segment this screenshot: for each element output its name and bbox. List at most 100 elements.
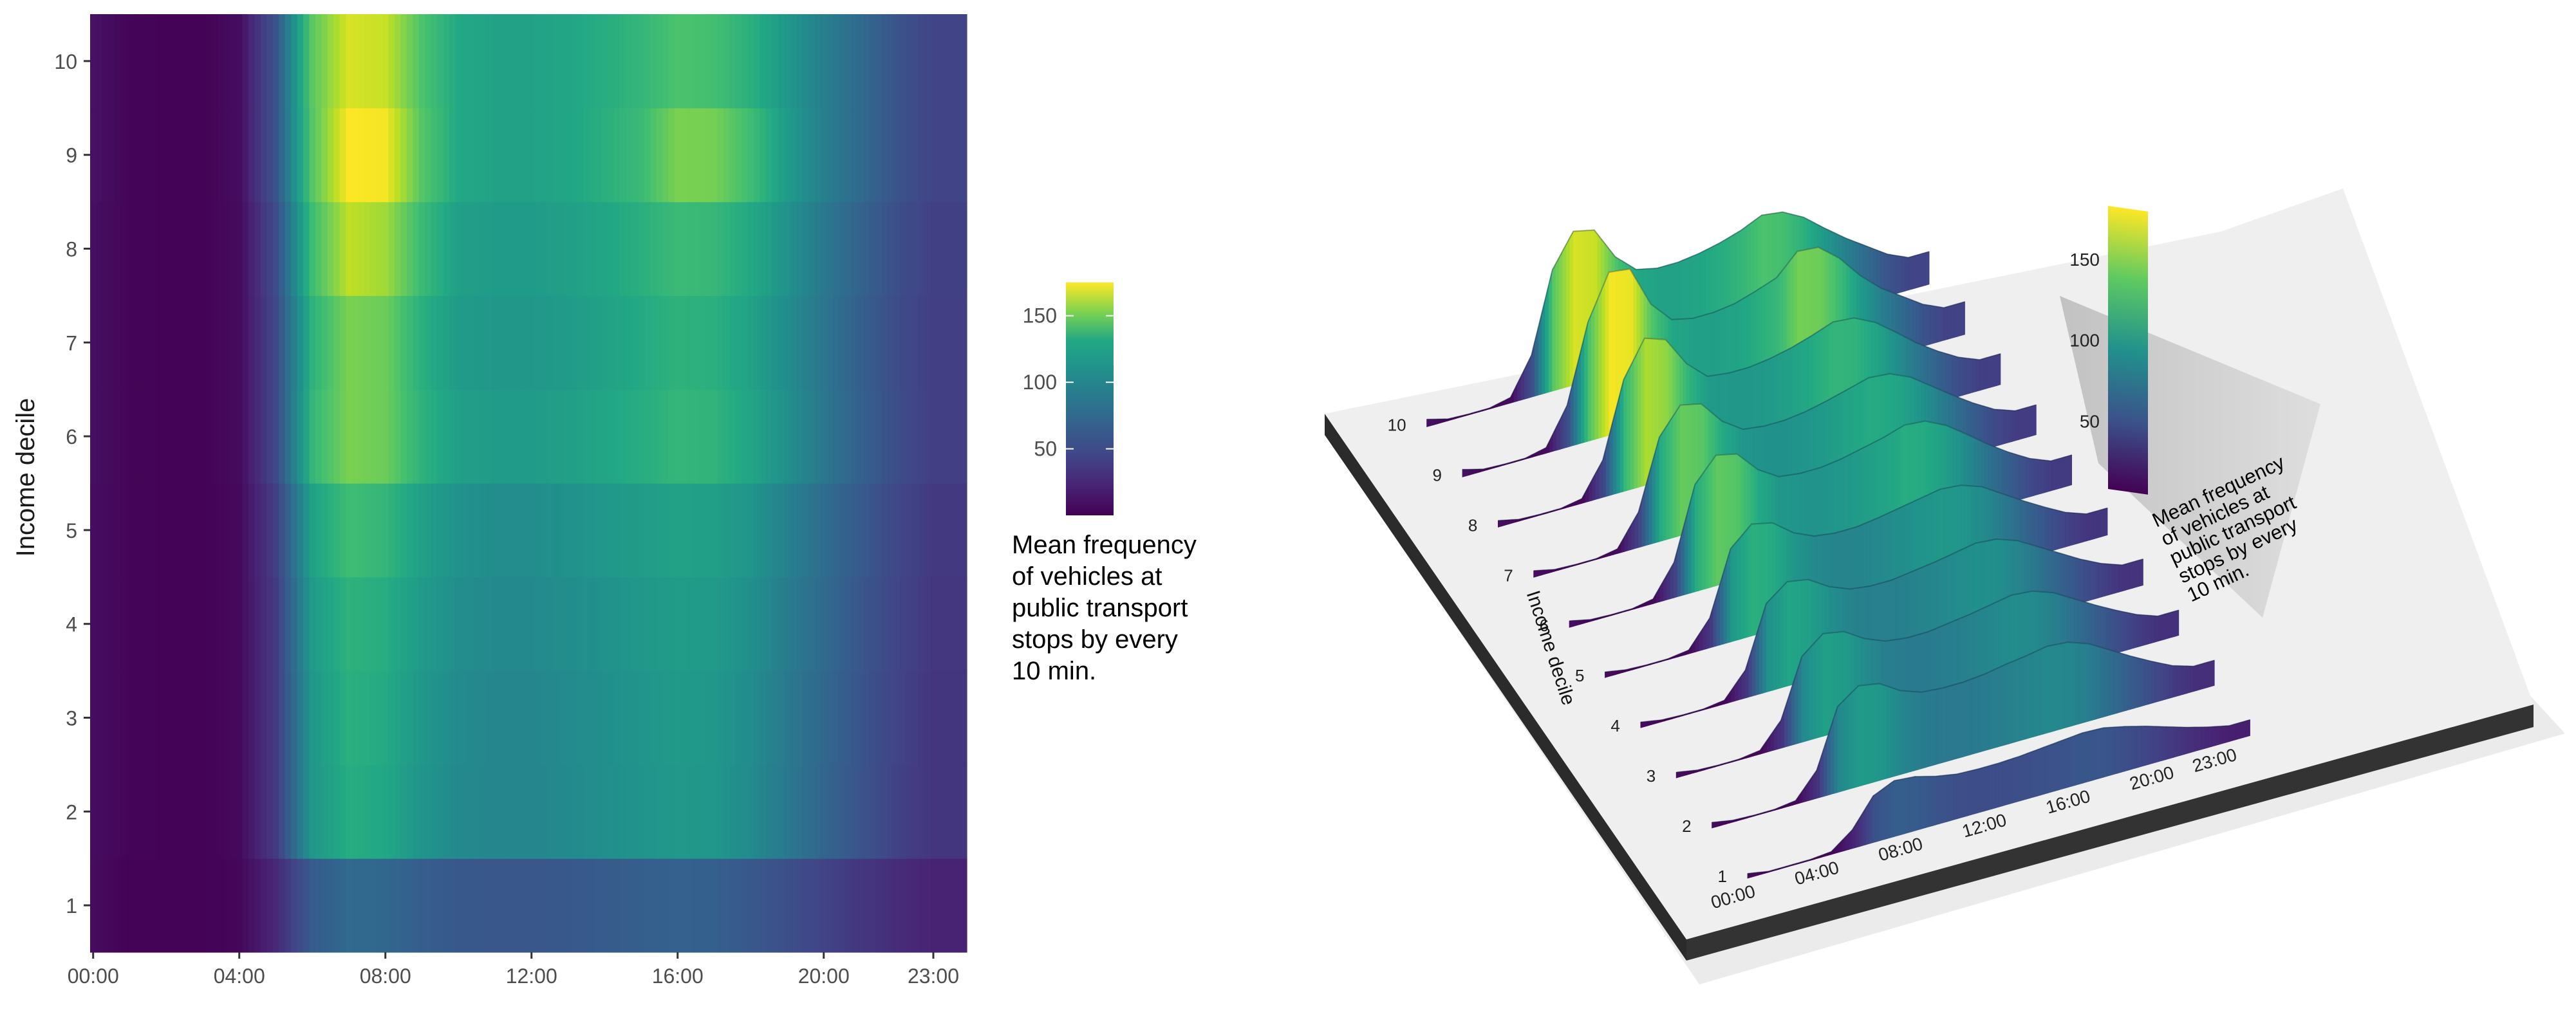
surface-facet xyxy=(1961,357,1966,396)
heatmap-cell xyxy=(187,670,194,765)
surface-facet xyxy=(1433,419,1438,425)
heatmap-cell xyxy=(656,764,663,859)
surface-facet xyxy=(1730,544,1735,643)
surface-facet xyxy=(2079,513,2084,544)
heatmap-cell xyxy=(303,295,310,390)
surface-facet xyxy=(2015,658,2020,742)
heatmap-cell xyxy=(388,107,395,203)
surface-facet xyxy=(2122,564,2126,592)
heatmap-cell xyxy=(498,858,505,953)
surface-facet xyxy=(1907,690,1912,773)
heatmap-cell xyxy=(467,764,474,859)
heatmap-cell xyxy=(571,764,578,859)
heatmap-cell xyxy=(577,14,584,109)
surface-facet xyxy=(1948,685,1954,761)
heatmap-cell xyxy=(631,764,639,859)
heatmap-cell xyxy=(765,295,772,390)
heatmap-cell xyxy=(272,764,279,859)
heatmap-cell xyxy=(814,764,821,859)
heatmap-cell xyxy=(461,295,469,390)
heatmap-cell xyxy=(918,389,925,484)
heatmap-cell xyxy=(942,483,949,578)
heatmap-cell xyxy=(589,858,596,953)
surface-facet xyxy=(1562,244,1567,389)
heatmap-cell xyxy=(327,576,334,672)
heatmap-cell xyxy=(90,858,97,953)
heatmap-cell xyxy=(924,858,931,953)
heatmap-cell xyxy=(114,14,121,109)
heatmap-cell xyxy=(638,764,645,859)
heatmap-cell xyxy=(200,576,207,672)
heatmap-cell xyxy=(845,764,852,859)
heatmap-cell xyxy=(437,576,444,672)
heatmap-cell xyxy=(772,858,779,953)
heatmap-cell xyxy=(705,295,712,390)
colorbar-title-line: stops by every xyxy=(1012,625,1178,654)
heatmap-cell xyxy=(546,483,554,578)
heatmap-cell xyxy=(431,576,438,672)
heatmap-cell xyxy=(601,764,608,859)
heatmap-cell xyxy=(425,107,432,203)
heatmap-cell xyxy=(583,858,590,953)
heatmap-cell xyxy=(339,14,346,109)
heatmap-cell xyxy=(114,201,121,296)
heatmap-cell xyxy=(218,295,225,390)
surface-facet xyxy=(2228,724,2233,742)
surface-facet xyxy=(1901,256,1905,293)
heatmap-cell xyxy=(644,14,651,109)
heatmap-cell xyxy=(321,576,328,672)
surface-facet xyxy=(1957,302,1962,337)
heatmap-cell xyxy=(626,670,633,765)
surface-facet xyxy=(2057,643,2062,731)
heatmap-cell xyxy=(936,107,943,203)
heatmap-cell xyxy=(680,201,687,296)
heatmap-cell xyxy=(595,389,602,484)
heatmap-cell xyxy=(346,295,353,390)
surface-facet xyxy=(1946,774,1950,822)
heatmap-cell xyxy=(583,201,590,296)
heatmap-cell xyxy=(370,858,377,953)
heatmap-cell xyxy=(571,107,578,203)
heatmap-cell xyxy=(242,764,249,859)
heatmap-cell xyxy=(717,107,724,203)
heatmap-cell xyxy=(522,858,529,953)
heatmap-cell xyxy=(680,389,687,484)
heatmap-cell xyxy=(181,201,188,296)
heatmap-cell xyxy=(394,295,401,390)
surface-facet xyxy=(2032,404,2037,436)
heatmap-cell xyxy=(705,670,712,765)
heatmap-cell xyxy=(686,107,693,203)
heatmap-cell xyxy=(559,576,566,672)
heatmap-cell xyxy=(388,576,395,672)
heatmap-cell xyxy=(522,764,529,859)
heatmap-cell xyxy=(394,14,401,109)
heatmap-cell xyxy=(528,576,536,672)
surface-facet xyxy=(2169,665,2173,699)
surface-facet xyxy=(1851,688,1856,789)
heatmap-cell xyxy=(333,764,341,859)
surface-facet xyxy=(2155,726,2160,763)
surface-facet xyxy=(2074,642,2079,726)
heatmap-cell xyxy=(534,764,541,859)
heatmap-cell xyxy=(742,670,749,765)
heatmap-cell xyxy=(218,764,225,859)
heatmap-cell xyxy=(145,295,152,390)
heatmap-cell xyxy=(461,14,469,109)
heatmap-cell xyxy=(333,670,341,765)
heatmap-cell xyxy=(315,764,322,859)
surface-facet xyxy=(2033,749,2038,798)
heatmap-cell xyxy=(607,201,615,296)
heatmap-cell xyxy=(339,483,346,578)
heatmap-cell xyxy=(151,764,158,859)
heatmap-cell xyxy=(114,670,121,765)
heatmap-cell xyxy=(668,670,675,765)
surface-facet xyxy=(2082,513,2087,542)
surface-facet xyxy=(1872,683,1876,783)
heatmap-cell xyxy=(869,389,876,484)
surface-facet xyxy=(2051,742,2055,793)
heatmap-cell xyxy=(760,14,767,109)
heatmap-cell xyxy=(869,14,876,109)
heatmap-cell xyxy=(832,295,839,390)
surface-facet xyxy=(1780,584,1784,689)
